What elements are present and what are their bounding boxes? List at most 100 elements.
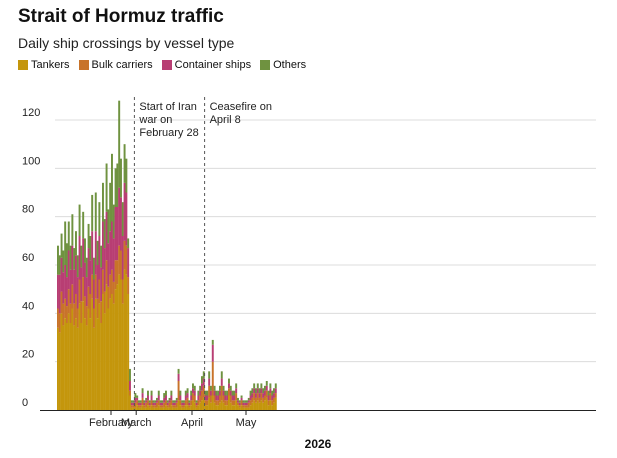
bar-others xyxy=(134,393,137,398)
bar-container-ships xyxy=(183,402,185,406)
bar-others xyxy=(213,385,216,391)
bar-bulk-carriers xyxy=(258,397,261,403)
bar-bulk-carriers xyxy=(132,405,135,408)
bar-others xyxy=(183,400,185,403)
bar-others xyxy=(208,371,211,379)
bar-bulk-carriers xyxy=(130,405,133,408)
bar-bulk-carriers xyxy=(197,400,200,406)
bar-others xyxy=(94,192,97,232)
bar-bulk-carriers xyxy=(102,269,104,294)
bar-bulk-carriers xyxy=(264,395,266,401)
bar-tankers xyxy=(253,400,256,410)
bar-tankers xyxy=(154,407,157,410)
bar-container-ships xyxy=(161,402,164,406)
bar-others xyxy=(215,390,218,396)
bar-tankers xyxy=(107,308,110,410)
bar-tankers xyxy=(251,402,254,410)
bar-tankers xyxy=(199,402,202,410)
bar-others xyxy=(163,393,166,398)
legend-swatch-others xyxy=(260,60,271,70)
bar-tankers xyxy=(238,407,241,410)
bar-others xyxy=(71,214,74,246)
bar-others xyxy=(141,388,144,394)
bar-others xyxy=(123,144,126,183)
bar-bulk-carriers xyxy=(253,393,256,401)
bar-others xyxy=(166,400,169,403)
bar-bulk-carriers xyxy=(244,405,247,408)
bar-container-ships xyxy=(87,248,90,287)
bar-bulk-carriers xyxy=(235,393,238,401)
bar-tankers xyxy=(258,402,261,410)
legend: Tankers Bulk carriers Container ships Ot… xyxy=(18,59,306,71)
bar-bulk-carriers xyxy=(139,405,142,408)
bar-bulk-carriers xyxy=(60,291,63,314)
bar-tankers xyxy=(129,395,131,410)
bar-container-ships xyxy=(271,395,274,401)
bar-others xyxy=(161,400,164,403)
bar-container-ships xyxy=(238,402,241,406)
x-tick-label: March xyxy=(121,417,152,429)
bar-container-ships xyxy=(156,400,158,403)
bar-bulk-carriers xyxy=(143,405,146,408)
bar-bulk-carriers xyxy=(84,296,86,319)
bar-bulk-carriers xyxy=(152,405,155,408)
bar-others xyxy=(192,383,194,389)
legend-swatch-container-ships xyxy=(161,60,172,70)
bar-container-ships xyxy=(80,267,83,302)
bar-tankers xyxy=(62,325,65,410)
bar-bulk-carriers xyxy=(184,400,187,406)
bar-bulk-carriers xyxy=(215,400,218,406)
bar-container-ships xyxy=(240,397,243,401)
bar-bulk-carriers xyxy=(240,400,243,406)
legend-label-container-ships: Container ships xyxy=(174,59,252,71)
bar-tankers xyxy=(102,294,104,410)
bar-container-ships xyxy=(85,277,88,307)
bar-container-ships xyxy=(134,397,137,403)
bar-tankers xyxy=(242,407,245,410)
bar-others xyxy=(186,388,189,394)
bar-container-ships xyxy=(75,255,77,294)
bar-others xyxy=(145,397,148,401)
bar-tankers xyxy=(201,400,203,410)
bar-others xyxy=(139,400,142,403)
bar-others xyxy=(85,257,88,278)
y-tick-label: 100 xyxy=(22,155,40,167)
bar-container-ships xyxy=(273,393,275,398)
bar-container-ships xyxy=(143,402,146,406)
bar-bulk-carriers xyxy=(145,402,148,408)
bar-container-ships xyxy=(274,388,277,394)
bar-others xyxy=(118,100,121,188)
bar-container-ships xyxy=(127,248,130,278)
bar-others xyxy=(96,240,99,265)
bar-tankers xyxy=(64,318,67,410)
bar-others xyxy=(143,400,146,403)
bar-bulk-carriers xyxy=(123,240,126,270)
bar-container-ships xyxy=(211,344,214,362)
bar-container-ships xyxy=(60,257,63,292)
bar-tankers xyxy=(85,325,88,410)
bar-bulk-carriers xyxy=(96,298,99,319)
x-tick-label: April xyxy=(181,417,203,429)
bar-container-ships xyxy=(121,236,124,280)
bar-tankers xyxy=(134,407,137,410)
bar-others xyxy=(247,397,250,401)
bar-bulk-carriers xyxy=(188,405,191,408)
bar-tankers xyxy=(175,407,178,410)
bar-container-ships xyxy=(78,236,81,280)
bar-others xyxy=(103,219,106,249)
bar-others xyxy=(111,153,113,222)
y-tick-label: 120 xyxy=(22,107,40,119)
bar-tankers xyxy=(111,294,113,410)
bar-tankers xyxy=(210,402,212,410)
legend-label-others: Others xyxy=(273,59,307,71)
bar-tankers xyxy=(233,405,236,410)
bar-bulk-carriers xyxy=(116,260,119,285)
bar-bulk-carriers xyxy=(163,402,166,408)
bar-container-ships xyxy=(67,250,70,290)
bar-container-ships xyxy=(58,274,61,314)
bar-bulk-carriers xyxy=(231,400,234,406)
bar-others xyxy=(57,245,59,275)
bar-container-ships xyxy=(129,381,131,391)
x-tick-label: February xyxy=(89,417,134,429)
bar-bulk-carriers xyxy=(100,301,103,323)
